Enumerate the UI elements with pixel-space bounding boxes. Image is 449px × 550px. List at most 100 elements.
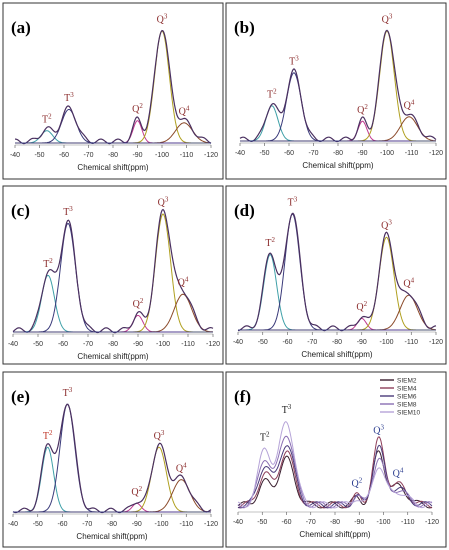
x-tick-label: -60 [58,341,68,348]
peak-label: Q4 [176,461,187,474]
x-tick-label: -90 [132,521,142,528]
x-tick-label: -40 [8,341,18,348]
series-line [237,435,433,509]
x-tick-label: -80 [108,152,118,159]
panel-border [225,185,447,365]
peak-label-sup: 4 [186,104,190,112]
peak-label-sup: 4 [411,99,415,107]
peak-label-sup: 4 [400,466,404,474]
peak-label: T2 [260,431,270,444]
x-tick-label: -40 [8,521,18,528]
peak-label-sup: 3 [165,195,169,203]
peak-label-sup: 3 [389,13,393,21]
x-axis-label: Chemical shift(ppm) [301,350,372,359]
panel-label: (c) [11,201,30,220]
peak-label-sup: 4 [183,461,187,469]
x-axis-label: Chemical shift(ppm) [76,532,147,541]
peak-label: T3 [282,403,292,416]
x-tick-label: -120 [429,339,443,346]
panel-border [225,371,447,548]
x-tick-label: -110 [181,341,195,348]
peak-label: T3 [63,386,73,399]
panel-label: (b) [234,18,255,37]
legend-label: SIEM8 [397,402,417,409]
peak-label: T3 [288,196,298,209]
legend-label: SIEM6 [397,394,417,401]
x-tick-label: -100 [380,150,394,157]
x-tick-label: -110 [180,152,194,159]
peak-label: Q2 [133,297,144,310]
peak-label: T2 [42,112,52,125]
x-tick-label: -80 [333,150,343,157]
chart-panel-1: -40 -50 -60 -70 -80 -90 -100 -110 -120 Chemical s… [2,2,224,180]
chart-panel-2: -40 -50 -60 -70 -80 -90 -100 -110 -120 Chemical s… [225,2,447,180]
series-line [237,421,433,509]
x-tick-label: -70 [82,521,92,528]
peak-label-sup: 2 [139,485,143,493]
x-tick-label: -40 [10,152,20,159]
spectrum-envelope [15,29,212,145]
peak-label: Q2 [356,300,367,313]
legend-label: SIEM4 [397,386,417,393]
x-tick-label: -50 [258,339,268,346]
x-tick-label: -80 [332,339,342,346]
x-tick-label: -50 [257,519,267,526]
peak-label-sup: 2 [271,236,275,244]
x-tick-label: -50 [33,521,43,528]
x-tick-label: -80 [108,341,118,348]
peak-label-sup: 3 [164,13,168,21]
x-tick-label: -60 [284,150,294,157]
x-tick-label: -120 [204,152,218,159]
x-tick-label: -90 [357,339,367,346]
x-tick-label: -60 [281,519,291,526]
peak-label-sup: 2 [139,102,143,110]
peak-label-sup: 2 [364,300,368,308]
x-tick-label: -70 [308,150,318,157]
x-tick-label: -40 [233,339,243,346]
legend-label: SIEM2 [397,378,417,385]
peak-label-sup: 2 [49,257,53,265]
panel-label: (a) [11,18,31,37]
peak-label: Q4 [178,276,189,289]
peak-label: Q4 [393,466,404,479]
peak-label-sup: 3 [295,55,299,63]
peak-label: Q2 [351,477,362,490]
x-tick-label: -90 [357,150,367,157]
x-axis-label: Chemical shift(ppm) [302,161,373,170]
x-tick-label: -90 [354,519,364,526]
panel-label: (f) [234,387,251,406]
panel-label: (e) [11,387,30,406]
peak-label: Q3 [154,429,165,442]
x-tick-label: -50 [33,341,43,348]
x-tick-label: -80 [330,519,340,526]
peak-label-sup: 3 [161,429,165,437]
peak-label-sup: 2 [364,103,368,111]
x-tick-label: -40 [233,519,243,526]
x-tick-label: -70 [83,341,93,348]
x-tick-label: -120 [425,519,439,526]
x-tick-label: -70 [83,152,93,159]
x-tick-label: -50 [259,150,269,157]
x-tick-label: -70 [306,519,316,526]
peak-label-sup: 4 [411,277,415,285]
peak-label: Q4 [404,99,415,112]
peak-label: T3 [63,205,73,218]
peak-label-sup: 4 [185,276,189,284]
peak-label: T2 [267,88,277,101]
x-axis-label: Chemical shift(ppm) [77,352,148,361]
peak-label-sup: 2 [49,429,53,437]
panel-border [2,185,224,365]
peak-label-sup: 3 [70,91,74,99]
peak-label-sup: 2 [48,112,52,120]
x-tick-label: -100 [155,152,169,159]
x-tick-label: -60 [282,339,292,346]
chart-panel-5: -40 -50 -60 -70 -80 -90 -100 -110 -120 Chemical s… [2,371,224,548]
peak-label: Q3 [382,13,393,26]
x-tick-label: -90 [132,152,142,159]
peak-label-sup: 3 [381,424,385,432]
x-tick-label: -120 [429,150,443,157]
x-tick-label: -120 [206,341,220,348]
x-tick-label: -90 [133,341,143,348]
x-tick-label: -50 [34,152,44,159]
spectrum-envelope [12,403,212,514]
